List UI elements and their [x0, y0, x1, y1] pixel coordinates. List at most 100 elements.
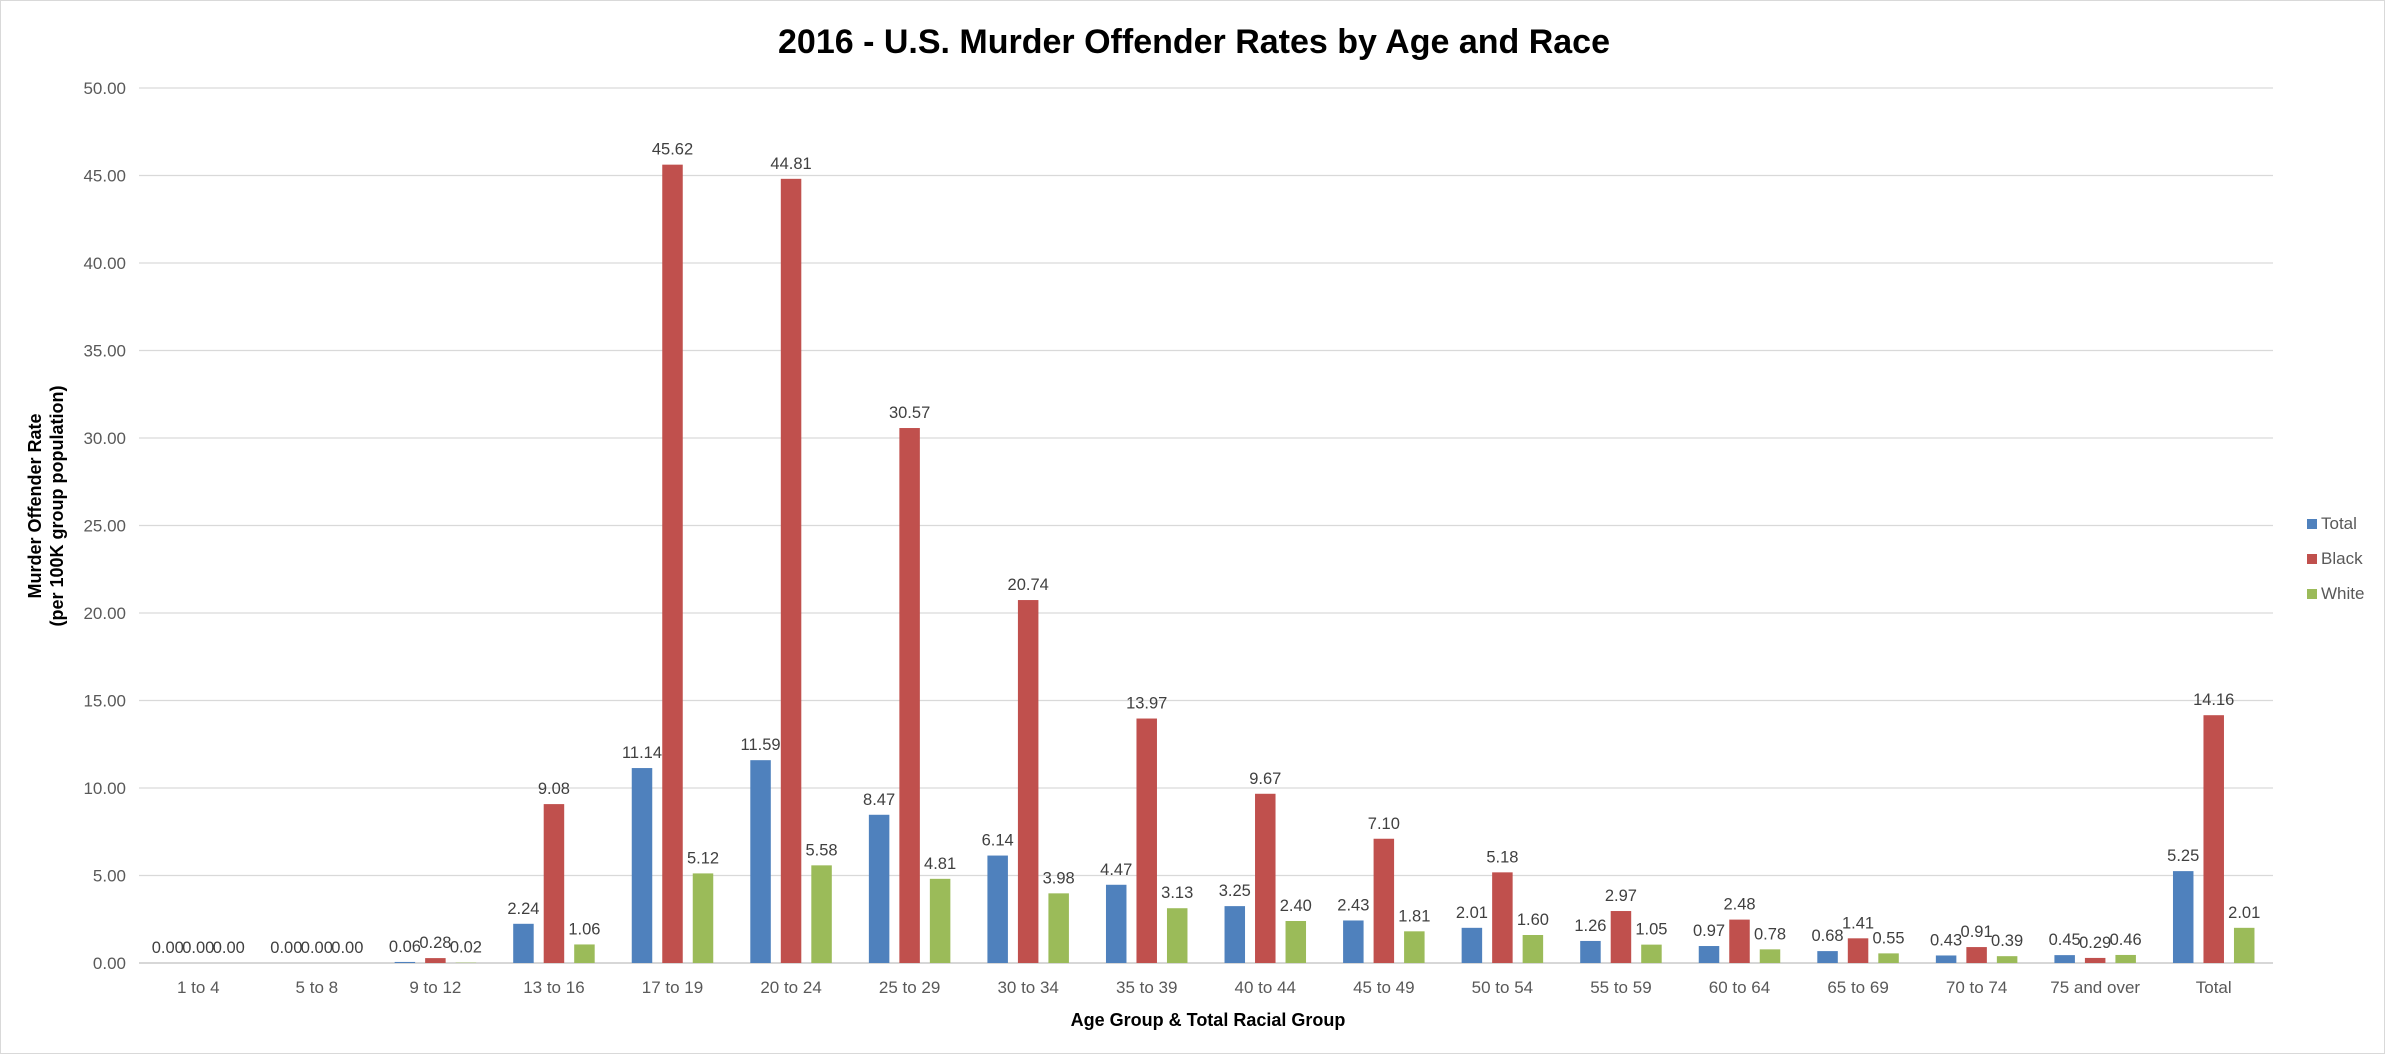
data-label: 2.97: [1605, 887, 1637, 905]
bar-white: [811, 865, 832, 963]
y-tick-label: 0.00: [93, 954, 126, 973]
y-tick-label: 40.00: [83, 254, 126, 273]
bar-total: [1935, 955, 1957, 963]
data-label: 0.28: [419, 934, 451, 952]
data-label: 1.05: [1635, 921, 1667, 939]
x-tick-label: 30 to 34: [997, 978, 1058, 997]
gridlines: [139, 87, 2273, 964]
x-tick-label: 70 to 74: [1946, 978, 2007, 997]
bar-total: [750, 760, 771, 963]
bar-black: [1136, 718, 1157, 963]
bar-white: [1522, 935, 1544, 963]
data-label: 0.02: [450, 939, 482, 957]
bar-black: [1255, 793, 1276, 963]
x-tick-label: 65 to 69: [1827, 978, 1888, 997]
bar-total: [1105, 884, 1127, 963]
bar-white: [1641, 944, 1662, 963]
x-tick-label: 17 to 19: [642, 978, 703, 997]
chart-title: 2016 - U.S. Murder Offender Rates by Age…: [778, 23, 1610, 61]
data-label: 30.57: [889, 404, 930, 422]
legend-label-white: White: [2321, 584, 2364, 603]
y-tick-label: 30.00: [83, 429, 126, 448]
y-tick-label: 10.00: [83, 779, 126, 798]
bar-black: [1373, 838, 1395, 963]
x-tick-label: 60 to 64: [1709, 978, 1770, 997]
data-label: 1.60: [1517, 911, 1549, 929]
data-label: 1.26: [1574, 917, 1606, 935]
data-label: 7.10: [1368, 815, 1400, 833]
bar-black: [2084, 957, 2106, 963]
x-tick-label: 1 to 4: [177, 978, 220, 997]
bar-white: [929, 878, 951, 963]
data-label: 14.16: [2193, 691, 2234, 709]
bar-white: [1048, 893, 1069, 963]
bar-white: [1166, 908, 1188, 963]
data-label: 3.13: [1161, 884, 1193, 902]
x-tick-label: 13 to 16: [523, 978, 584, 997]
data-label: 2.43: [1337, 896, 1369, 914]
data-label: 2.24: [507, 900, 539, 918]
x-tick-label: 35 to 39: [1116, 978, 1177, 997]
bar-white: [1878, 953, 1899, 963]
bars: [394, 164, 2255, 963]
data-label: 0.91: [1961, 923, 1993, 941]
x-tick-label: 20 to 24: [760, 978, 821, 997]
bar-white: [692, 873, 714, 963]
bar-white: [1404, 931, 1425, 963]
legend-swatch-total: [2307, 519, 2317, 529]
bar-black: [543, 804, 565, 963]
bar-total: [987, 855, 1008, 963]
y-tick-label: 50.00: [83, 79, 126, 98]
data-label: 0.78: [1754, 925, 1786, 943]
data-label: 0.43: [1930, 931, 1962, 949]
bar-white: [1996, 956, 2018, 963]
bar-black: [1610, 911, 1632, 963]
data-label: 9.67: [1249, 770, 1281, 788]
data-label: 0.00: [270, 939, 302, 957]
bar-total: [868, 814, 890, 963]
bar-black: [1729, 919, 1750, 963]
y-tick-label: 45.00: [83, 167, 126, 186]
y-axis-title: Murder Offender Rate (per 100K group pop…: [25, 385, 67, 626]
y-tick-label: 35.00: [83, 342, 126, 361]
bar-black: [1847, 938, 1869, 963]
bar-white: [2233, 927, 2255, 963]
data-label: 5.12: [687, 849, 719, 867]
x-tick-label: 75 and over: [2050, 978, 2140, 997]
data-label: 6.14: [982, 832, 1014, 850]
x-tick-label: 5 to 8: [296, 978, 339, 997]
data-label: 2.01: [1456, 904, 1488, 922]
data-label: 11.14: [622, 744, 662, 762]
data-label: 2.40: [1280, 897, 1312, 915]
data-label: 0.55: [1872, 929, 1904, 947]
data-label: 3.25: [1219, 882, 1251, 900]
bar-total: [2054, 955, 2075, 963]
data-label: 0.00: [331, 939, 363, 957]
bar-total: [1580, 940, 1601, 963]
data-label: 0.00: [182, 939, 214, 957]
bar-total: [1817, 951, 1838, 963]
bar-black: [662, 164, 683, 963]
data-label: 3.98: [1043, 869, 1075, 887]
y-axis-title-line-2: (per 100K group population): [47, 385, 67, 626]
bar-white: [1759, 949, 1781, 963]
data-label: 1.81: [1398, 907, 1430, 925]
x-tick-label: 45 to 49: [1353, 978, 1414, 997]
bar-total: [1698, 946, 1720, 963]
legend-swatch-black: [2307, 554, 2317, 564]
bar-black: [780, 178, 802, 963]
data-label: 0.00: [213, 939, 245, 957]
data-label: 45.62: [652, 141, 693, 159]
x-axis-title: Age Group & Total Racial Group: [1071, 1010, 1346, 1030]
bar-total: [1461, 927, 1483, 963]
data-label: 44.81: [770, 155, 811, 173]
bar-white: [1285, 921, 1307, 963]
y-tick-label: 20.00: [83, 604, 126, 623]
data-label: 0.00: [301, 939, 333, 957]
data-label: 0.46: [2110, 931, 2142, 949]
bar-total: [2172, 871, 2194, 963]
bar-total: [631, 768, 653, 963]
y-axis-title-line-1: Murder Offender Rate: [25, 413, 45, 598]
